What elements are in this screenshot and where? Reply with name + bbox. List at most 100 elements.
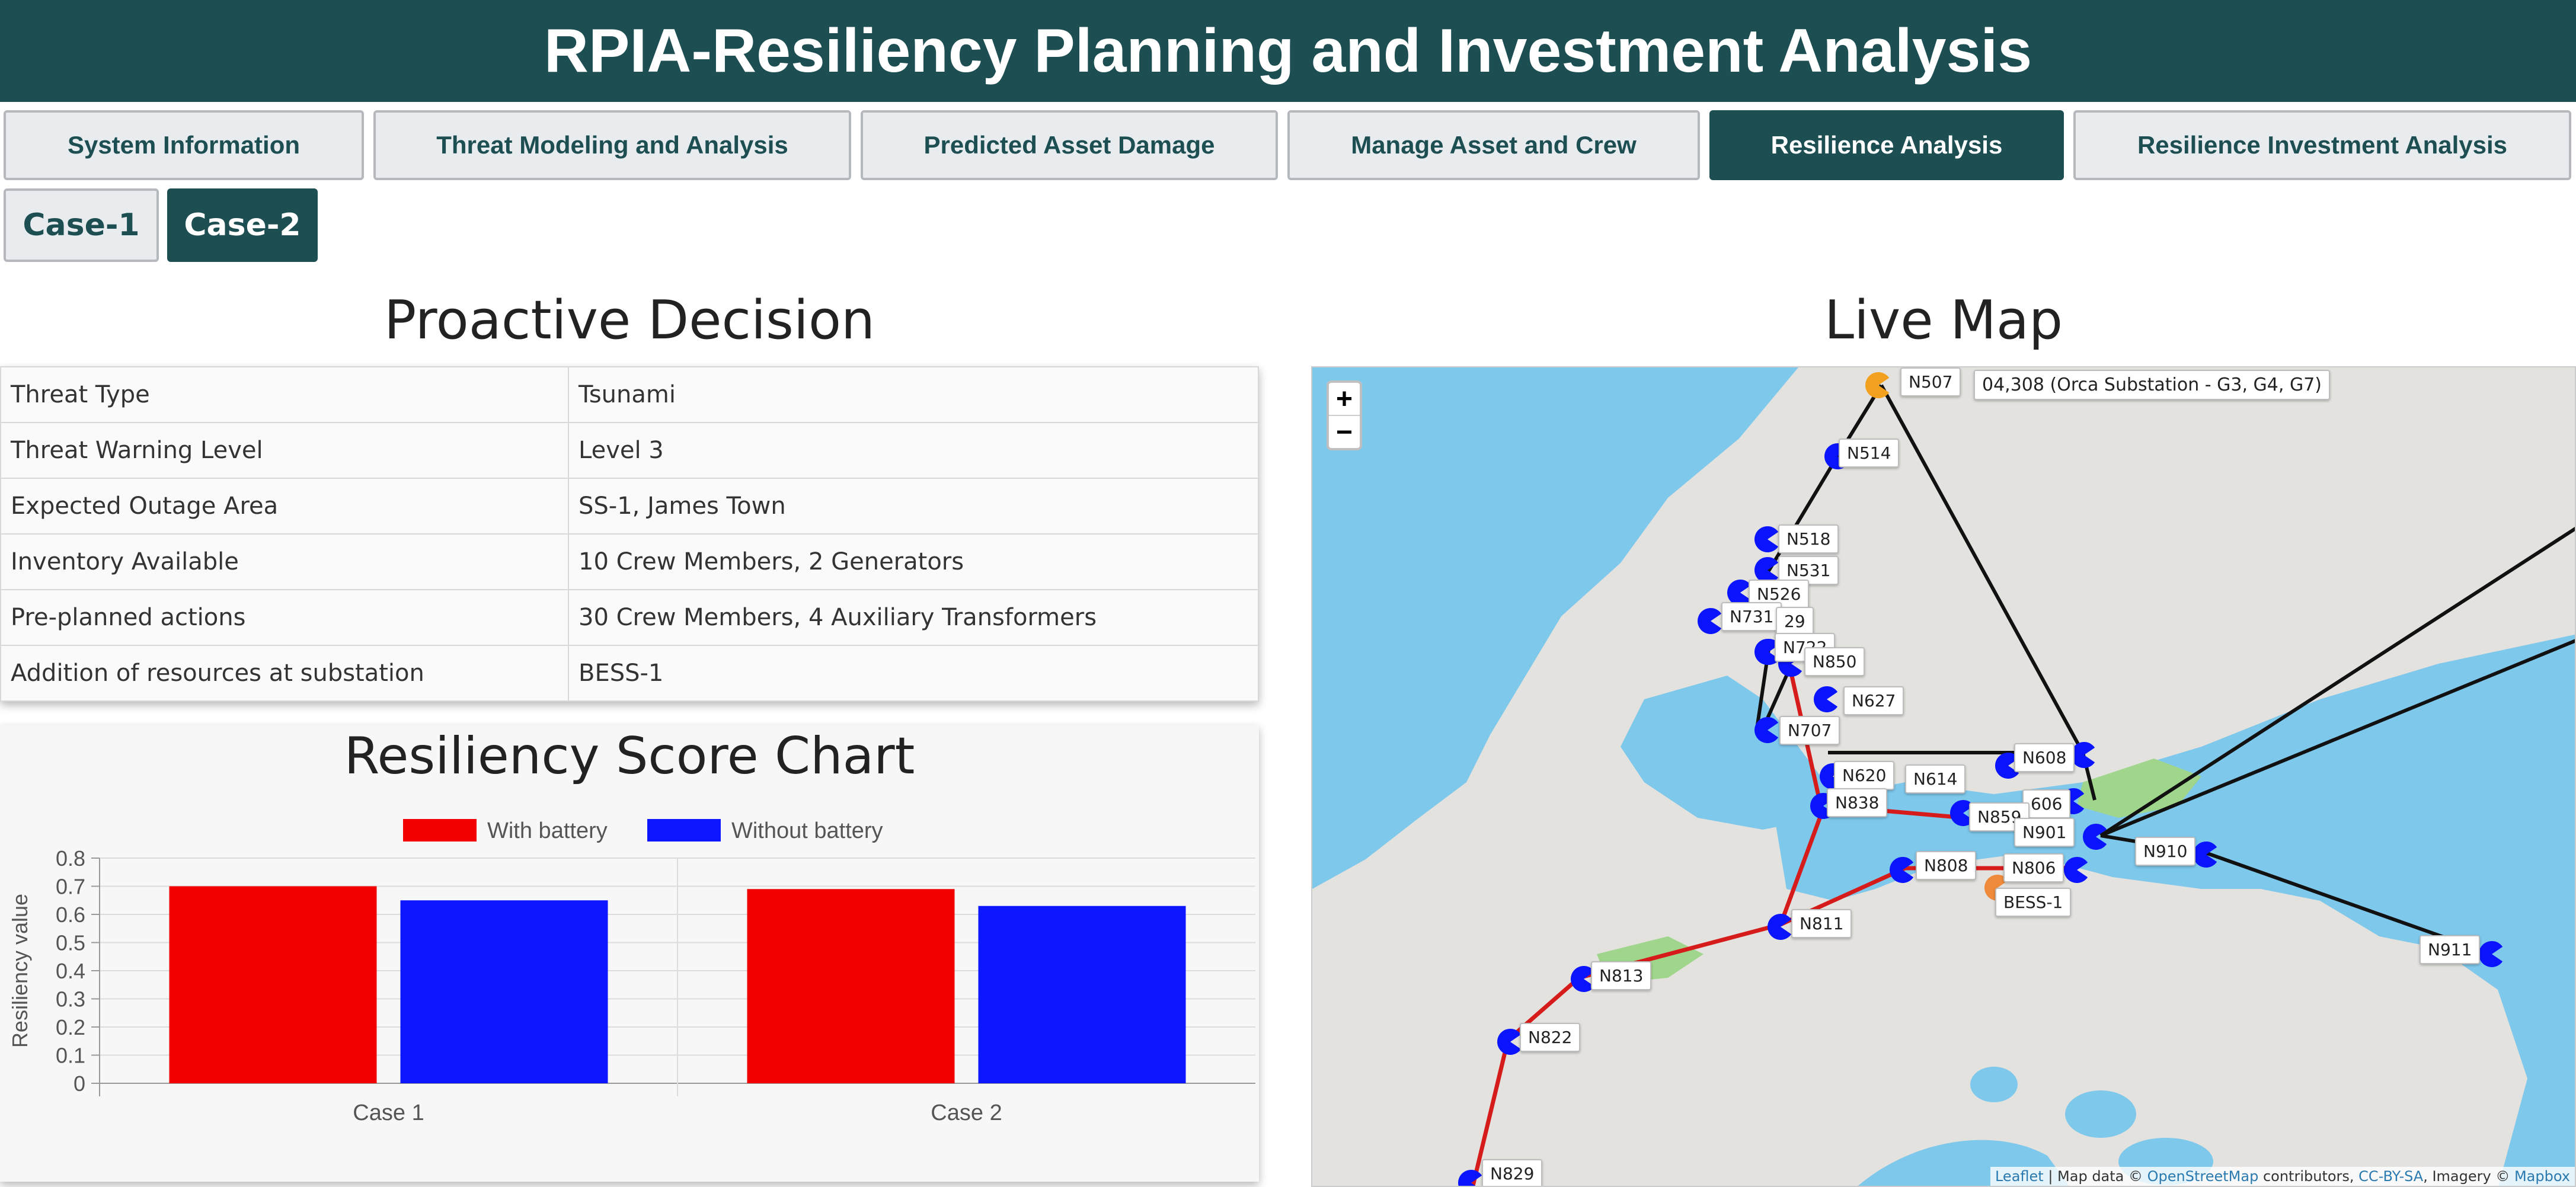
row-label: Addition of resources at substation xyxy=(0,645,569,702)
table-row: Threat Type Tsunami xyxy=(0,366,1259,423)
x-tick-label: Case 1 xyxy=(353,1100,424,1125)
node-marker[interactable] xyxy=(1768,914,1792,940)
table-row: Inventory Available 10 Crew Members, 2 G… xyxy=(0,533,1259,590)
node-label: N627 xyxy=(1843,686,1904,715)
y-tick-label: 0 xyxy=(73,1071,85,1096)
node-marker[interactable] xyxy=(2193,842,2217,868)
node-label: N910 xyxy=(2135,837,2196,866)
water-area xyxy=(1621,676,1834,830)
node-marker[interactable] xyxy=(1890,857,1914,883)
node-marker[interactable] xyxy=(1995,753,2019,779)
node-marker[interactable] xyxy=(1814,686,1838,712)
table-row: Threat Warning Level Level 3 xyxy=(0,422,1259,479)
node-label: N850 xyxy=(1804,647,1865,676)
row-value: SS-1, James Town xyxy=(568,478,1259,535)
node-marker[interactable] xyxy=(1458,1170,1482,1187)
legend-label: With battery xyxy=(487,818,608,843)
tab-resilience-investment[interactable]: Resilience Investment Analysis xyxy=(2073,110,2571,180)
node-label: N829 xyxy=(1482,1159,1543,1186)
app-title: RPIA-Resiliency Planning and Investment … xyxy=(544,16,2032,85)
node-label: N620 xyxy=(1834,761,1895,790)
node-label-orca-substation: 04,308 (Orca Substation - G3, G4, G7) xyxy=(1974,370,2331,400)
lake xyxy=(1970,1067,2018,1102)
tab-resilience-analysis[interactable]: Resilience Analysis xyxy=(1709,110,2064,180)
node-marker[interactable] xyxy=(1754,557,1779,583)
x-tick-label: Case 2 xyxy=(931,1100,1002,1125)
mapbox-link[interactable]: Mapbox xyxy=(2514,1168,2570,1185)
bar xyxy=(169,886,377,1083)
bar xyxy=(400,900,608,1083)
row-label: Pre-planned actions xyxy=(0,589,569,646)
y-tick-label: 0.7 xyxy=(56,875,85,899)
y-tick-label: 0.2 xyxy=(56,1015,85,1039)
node-marker[interactable] xyxy=(1950,800,1974,826)
resiliency-chart-panel: With battery Without battery 0 0.1 0.2 0.3 0.4… xyxy=(0,725,1259,1182)
live-map-title: Live Map xyxy=(1824,289,2063,351)
chart-title: Resiliency Score Chart xyxy=(344,727,915,786)
node-label: N911 xyxy=(2420,935,2481,964)
node-label: N806 xyxy=(2003,853,2064,882)
app-header: RPIA-Resiliency Planning and Investment … xyxy=(0,0,2576,102)
node-marker[interactable] xyxy=(1754,717,1779,743)
legend-label: Without battery xyxy=(731,818,883,843)
row-label: Threat Warning Level xyxy=(0,422,569,479)
node-label: N731 xyxy=(1721,602,1782,631)
node-label: N518 xyxy=(1778,524,1839,553)
osm-link[interactable]: OpenStreetMap xyxy=(2147,1168,2259,1185)
node-label: N901 xyxy=(2014,818,2075,847)
node-marker[interactable] xyxy=(2064,857,2088,883)
node-label: N822 xyxy=(1520,1023,1581,1052)
y-tick-label: 0.1 xyxy=(56,1044,85,1068)
leaflet-link[interactable]: Leaflet xyxy=(1995,1168,2044,1185)
y-tick-label: 0.5 xyxy=(56,931,85,955)
node-marker[interactable] xyxy=(1571,966,1595,993)
node-marker[interactable] xyxy=(1756,639,1780,665)
water-area xyxy=(1775,634,2575,1186)
zoom-out-button[interactable]: − xyxy=(1335,416,1353,448)
park-area xyxy=(2077,759,2201,818)
row-value: 30 Crew Members, 4 Auxiliary Transformer… xyxy=(568,589,1259,646)
subtab-case-1[interactable]: Case-1 xyxy=(4,188,159,262)
node-label: N808 xyxy=(1916,851,1977,880)
node-label: N811 xyxy=(1791,909,1852,938)
attribution-text: , Imagery © xyxy=(2423,1168,2514,1185)
node-label: N608 xyxy=(2014,743,2075,772)
node-label: N707 xyxy=(1779,716,1840,745)
tab-manage-asset-crew[interactable]: Manage Asset and Crew xyxy=(1287,110,1700,180)
node-marker[interactable] xyxy=(1727,580,1752,606)
ccbysa-link[interactable]: CC-BY-SA xyxy=(2358,1168,2424,1185)
legend-swatch xyxy=(403,819,477,842)
bar xyxy=(747,889,955,1083)
attribution-text: contributors, xyxy=(2258,1168,2359,1185)
node-marker[interactable] xyxy=(1865,372,1890,398)
resiliency-chart: With battery Without battery 0 0.1 0.2 0.3 0.4… xyxy=(8,818,1255,1125)
attribution-text: | Map data © xyxy=(2043,1168,2147,1185)
node-label: N838 xyxy=(1827,788,1888,817)
node-label: 29 xyxy=(1776,607,1814,636)
node-marker[interactable] xyxy=(2071,742,2095,768)
tab-system-information[interactable]: System Information xyxy=(4,110,364,180)
row-label: Threat Type xyxy=(0,366,569,423)
zoom-in-button[interactable]: + xyxy=(1329,383,1360,416)
node-marker[interactable] xyxy=(1698,608,1722,634)
tab-predicted-asset-damage[interactable]: Predicted Asset Damage xyxy=(861,110,1278,180)
y-tick-label: 0.4 xyxy=(56,959,85,983)
row-value: Level 3 xyxy=(568,422,1259,479)
y-tick-label: 0.8 xyxy=(56,846,85,871)
map-zoom-control: + − xyxy=(1327,380,1362,450)
proactive-decision-title: Proactive Decision xyxy=(383,289,875,351)
water-area xyxy=(1312,367,1798,889)
lake xyxy=(2065,1090,2136,1138)
node-label: BESS-1 xyxy=(1995,888,2072,917)
node-marker[interactable] xyxy=(2479,941,2503,967)
row-value: Tsunami xyxy=(568,366,1259,423)
y-tick-label: 0.6 xyxy=(56,903,85,927)
node-marker[interactable] xyxy=(2083,824,2107,850)
node-marker[interactable] xyxy=(1754,526,1779,552)
live-map[interactable]: + − 04,308 (Orca Substation - G3, G4, G7… xyxy=(1311,366,2576,1187)
tab-threat-modeling[interactable]: Threat Modeling and Analysis xyxy=(373,110,851,180)
node-marker[interactable] xyxy=(1497,1029,1522,1055)
subtab-case-2[interactable]: Case-2 xyxy=(167,188,318,262)
map-attribution: Leaflet | Map data © OpenStreetMap contr… xyxy=(1990,1167,2575,1186)
row-label: Expected Outage Area xyxy=(0,478,569,535)
